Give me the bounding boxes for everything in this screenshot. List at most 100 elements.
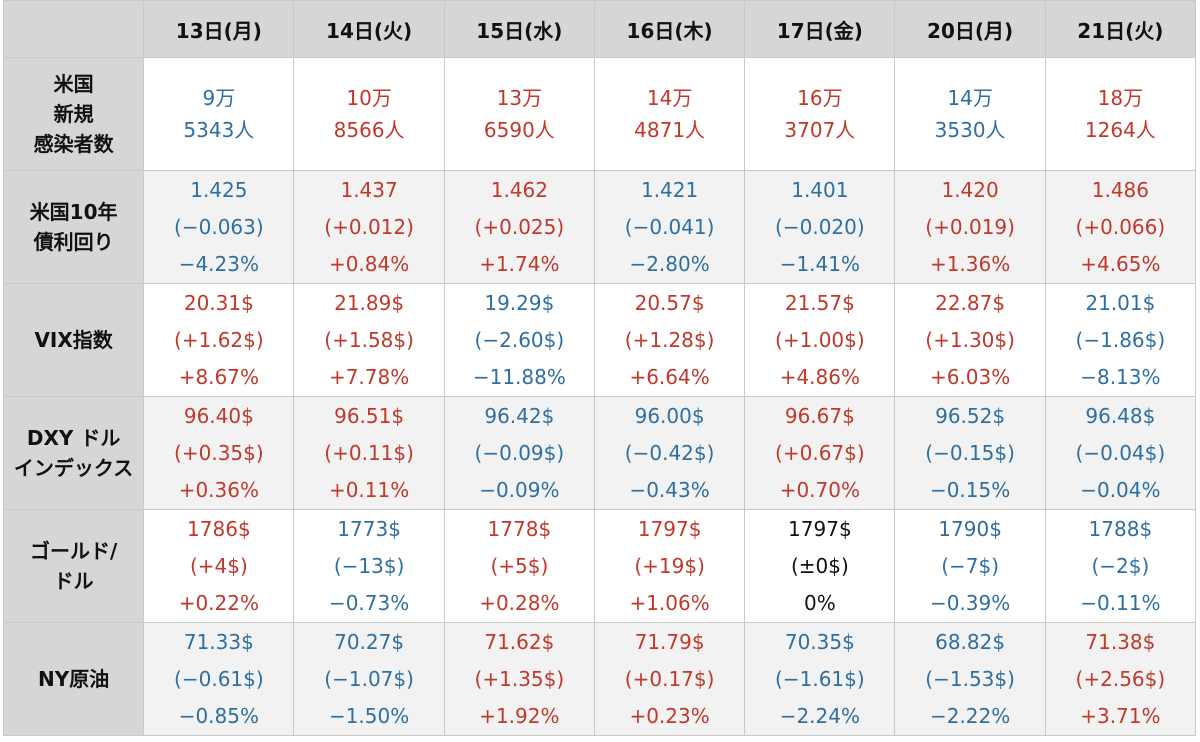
change-text: (+0.35$): [174, 440, 264, 465]
value-text: 21.89$: [334, 290, 405, 315]
percent-text: −0.85%: [178, 703, 259, 728]
value-cell: 71.62$ (+1.35$) +1.92%: [443, 622, 595, 736]
value-text: 96.67$: [784, 403, 855, 428]
percent-text: +0.23%: [629, 703, 710, 728]
row-label-line: 新規: [53, 102, 94, 126]
value-text: 96.52$: [935, 403, 1006, 428]
percent-text: +8.67%: [178, 364, 259, 389]
value-cell: 22.87$ (+1.30$) +6.03%: [894, 283, 1046, 397]
value-text: 1.420: [941, 177, 999, 202]
value-cell: 1790$ (−7$) −0.39%: [894, 509, 1046, 623]
value-text: 22.87$: [935, 290, 1006, 315]
value-text: 14万: [947, 86, 993, 110]
value-cell: 68.82$ (−1.53$) −2.22%: [894, 622, 1046, 736]
value-cell: 71.33$ (−0.61$) −0.85%: [143, 622, 295, 736]
change-text: (+1.30$): [925, 327, 1015, 352]
row-label-line: 感染者数: [33, 132, 114, 156]
value-cell: 20.57$ (+1.28$) +6.64%: [593, 283, 746, 397]
column-header: 15日(水): [443, 0, 595, 58]
change-text: (−0.09$): [474, 440, 565, 465]
change-text: 1264人: [1084, 118, 1156, 142]
value-cell: 1797$ (±0$) 0%: [744, 509, 896, 623]
percent-text: −0.43%: [629, 477, 710, 502]
value-text: 21.01$: [1085, 290, 1156, 315]
value-text: 18万: [1097, 86, 1144, 110]
value-cell: 96.52$ (−0.15$) −0.15%: [894, 396, 1046, 510]
value-cell: 18万 1264人: [1044, 57, 1197, 171]
table-body: 米国 新規 感染者数 9万 5343人 10万 8566人 13万 6590人 14万 4871人 1…: [2, 57, 1197, 736]
value-text: 1.486: [1091, 177, 1149, 202]
percent-text: +6.03%: [929, 364, 1011, 389]
value-text: 1797$: [637, 516, 702, 541]
percent-text: +3.71%: [1080, 703, 1161, 728]
value-text: 1797$: [788, 516, 852, 541]
percent-text: 0%: [803, 590, 836, 615]
value-text: 96.40$: [183, 403, 254, 428]
change-text: (+4$): [189, 553, 248, 578]
change-text: (+2.56$): [1075, 666, 1166, 691]
value-text: 1773$: [337, 516, 401, 541]
value-cell: 96.48$ (−0.04$) −0.04%: [1044, 396, 1197, 510]
change-text: (−1.07$): [324, 666, 414, 691]
value-cell: 1.462 (+0.025) +1.74%: [443, 170, 595, 284]
change-text: (−0.61$): [174, 666, 264, 691]
column-header: 13日(月): [143, 0, 295, 58]
percent-text: +4.65%: [1080, 251, 1161, 276]
value-cell: 1.486 (+0.066) +4.65%: [1044, 170, 1197, 284]
value-text: 96.51$: [334, 403, 405, 428]
value-cell: 1.437 (+0.012) +0.84%: [293, 170, 445, 284]
row-label-line: ドル: [53, 569, 94, 593]
change-text: (+1.28$): [624, 327, 715, 352]
column-header: 14日(火): [293, 0, 445, 58]
value-text: 70.35$: [784, 629, 855, 654]
header-row: 13日(月) 14日(火) 15日(水) 16日(木) 17日(金) 20日(月…: [2, 0, 1197, 58]
corner-cell: [2, 0, 145, 58]
table-row: 米国10年 債利回り 1.425 (−0.063) −4.23% 1.437 (+0.012…: [2, 170, 1197, 284]
value-cell: 1778$ (+5$) +0.28%: [443, 509, 595, 623]
percent-text: −1.50%: [328, 703, 410, 728]
value-text: 96.48$: [1085, 403, 1156, 428]
value-text: 1.425: [190, 177, 248, 202]
row-label: 米国10年 債利回り: [2, 170, 145, 284]
percent-text: −2.22%: [929, 703, 1011, 728]
percent-text: −0.73%: [328, 590, 410, 615]
change-text: (−1.53$): [925, 666, 1015, 691]
percent-text: −0.11%: [1080, 590, 1161, 615]
percent-text: −0.04%: [1080, 477, 1161, 502]
value-cell: 10万 8566人: [293, 57, 445, 171]
value-text: 9万: [202, 86, 236, 110]
value-cell: 16万 3707人: [744, 57, 896, 171]
row-label-line: 米国10年: [29, 200, 118, 224]
value-text: 1.421: [640, 177, 699, 202]
value-text: 71.62$: [484, 629, 555, 654]
change-text: (+5$): [490, 553, 549, 578]
value-cell: 96.40$ (+0.35$) +0.36%: [143, 396, 295, 510]
value-cell: 96.42$ (−0.09$) −0.09%: [443, 396, 595, 510]
value-cell: 96.00$ (−0.42$) −0.43%: [593, 396, 746, 510]
value-cell: 1786$ (+4$) +0.22%: [143, 509, 295, 623]
value-cell: 14万 4871人: [593, 57, 746, 171]
change-text: (+1.62$): [174, 327, 264, 352]
percent-text: −2.80%: [629, 251, 710, 276]
row-label-line: ゴールド/: [29, 539, 118, 563]
row-label-line: 米国: [53, 72, 94, 96]
change-text: (−0.04$): [1075, 440, 1166, 465]
percent-text: +0.28%: [479, 590, 560, 615]
percent-text: +1.06%: [629, 590, 710, 615]
change-text: (+1.58$): [324, 327, 414, 352]
table-row: ゴールド/ドル 1786$ (+4$) +0.22% 1773$ (−13$) −0.73%…: [2, 509, 1197, 623]
change-text: (−2.60$): [474, 327, 565, 352]
value-text: 96.42$: [484, 403, 555, 428]
column-header: 16日(木): [593, 0, 746, 58]
column-header: 21日(火): [1044, 0, 1197, 58]
table-row: VIX指数 20.31$ (+1.62$) +8.67% 21.89$ (+1.58$) +…: [2, 283, 1197, 397]
change-text: (+1.00$): [775, 327, 865, 352]
row-label: VIX指数: [2, 283, 145, 397]
percent-text: +0.36%: [178, 477, 259, 502]
change-text: (−7$): [941, 553, 1000, 578]
change-text: 3530人: [934, 118, 1006, 142]
value-text: 19.29$: [484, 290, 555, 315]
value-cell: 70.35$ (−1.61$) −2.24%: [744, 622, 896, 736]
row-label-line: インデックス: [13, 456, 134, 480]
